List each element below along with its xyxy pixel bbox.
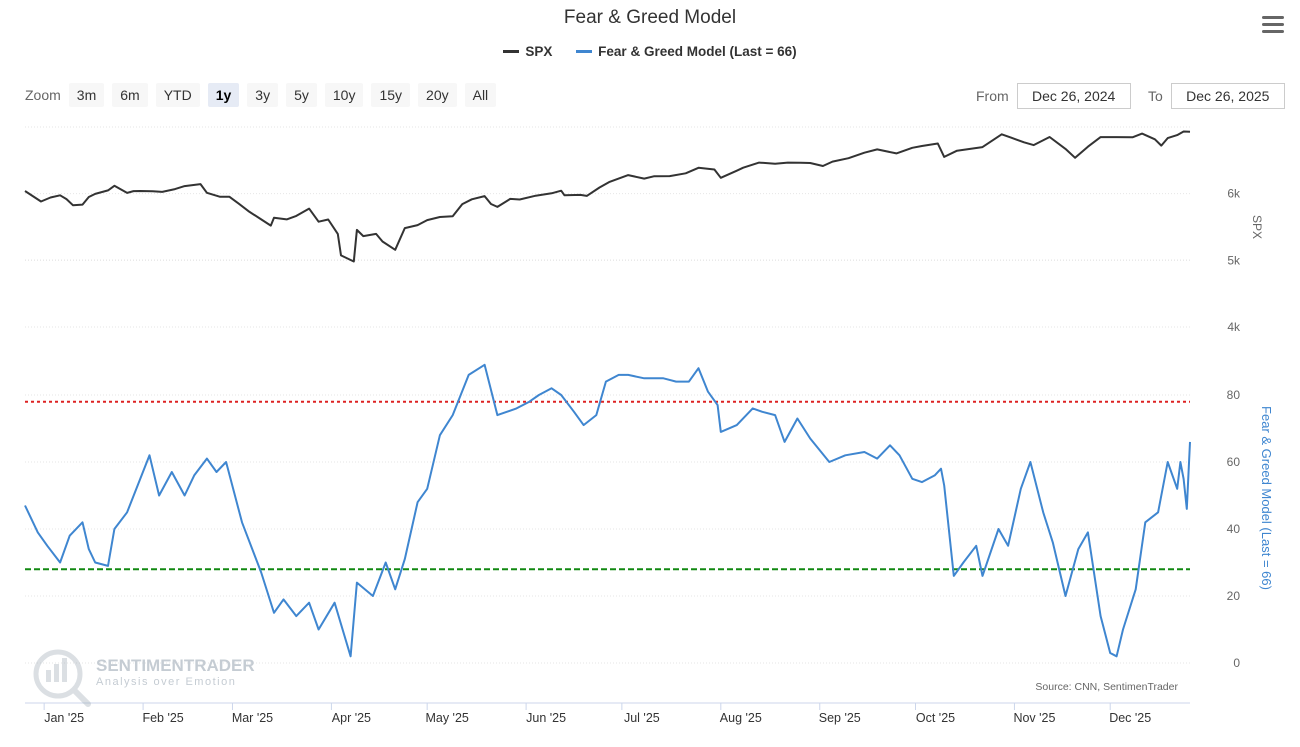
zoom-label: Zoom (25, 87, 61, 103)
x-tick-label: Mar '25 (232, 711, 273, 725)
date-range-to: To Dec 26, 2025 (1148, 83, 1285, 109)
zoom-6m-button[interactable]: 6m (112, 83, 148, 107)
series-lines (24, 130, 1191, 658)
reference-lines (25, 400, 1190, 571)
x-tick-label: Apr '25 (332, 711, 371, 725)
zoom-3m-button[interactable]: 3m (68, 83, 105, 107)
source-note: Source: CNN, SentimenTrader (1035, 681, 1178, 693)
to-label: To (1148, 88, 1163, 104)
watermark-name: SENTIMENTRADER (96, 656, 255, 675)
spx-tick-label: 6k (1227, 187, 1241, 201)
x-tick-label: Aug '25 (720, 711, 762, 725)
x-tick-label: Dec '25 (1109, 711, 1151, 725)
zoom-10y-button[interactable]: 10y (324, 83, 364, 107)
legend: SPX Fear & Greed Model (Last = 66) (0, 44, 1300, 59)
fg-tick-label: 0 (1233, 656, 1240, 670)
zoom-3y-button[interactable]: 3y (247, 83, 279, 107)
x-tick-label: Jun '25 (526, 711, 566, 725)
from-label: From (976, 88, 1009, 104)
spx-tick-label: 5k (1227, 253, 1241, 267)
zoom-15y-button[interactable]: 15y (371, 83, 411, 107)
x-tick-label: Nov '25 (1013, 711, 1055, 725)
hamburger-menu-icon[interactable] (1262, 16, 1284, 34)
legend-label-fear-greed: Fear & Greed Model (Last = 66) (598, 44, 797, 59)
spx-axis-title: SPX (1250, 215, 1264, 239)
legend-item-spx[interactable]: SPX (503, 44, 552, 59)
legend-item-fear-greed[interactable]: Fear & Greed Model (Last = 66) (576, 44, 797, 59)
zoom-20y-button[interactable]: 20y (418, 83, 457, 107)
legend-label-spx: SPX (525, 44, 553, 59)
zoom-all-button[interactable]: All (464, 83, 497, 107)
spx-series-line (24, 130, 1191, 263)
zoom-5y-button[interactable]: 5y (286, 83, 317, 107)
x-tick-label: Jul '25 (624, 711, 660, 725)
from-date-input[interactable]: Dec 26, 2024 (1016, 83, 1131, 109)
fear-greed-series-line (24, 363, 1191, 658)
spx-tick-label: 4k (1227, 320, 1241, 334)
x-tick-label: May '25 (425, 711, 468, 725)
axes: 4k 5k 6k 0 20 40 60 80 SPX Fear & Greed Model (La… (25, 187, 1274, 725)
legend-swatch-spx (503, 49, 520, 53)
watermark-tagline: Analysis over Emotion (96, 676, 236, 688)
x-tick-label: Sep '25 (819, 711, 861, 725)
gridlines (25, 126, 1190, 664)
x-tick-label: Oct '25 (916, 711, 955, 725)
zoom-toolbar: Zoom 3m 6m YTD 1y 3y 5y 10y 15y 20y All (25, 83, 504, 107)
legend-swatch-fear-greed (576, 49, 593, 53)
fg-axis-title: Fear & Greed Model (Last = 66) (1259, 406, 1274, 590)
x-tick-label: Feb '25 (142, 711, 183, 725)
zoom-1y-button[interactable]: 1y (207, 83, 240, 107)
chart-title: Fear & Greed Model (563, 7, 737, 28)
watermark-logo (33, 649, 91, 707)
zoom-ytd-button[interactable]: YTD (155, 83, 200, 107)
to-date-input[interactable]: Dec 26, 2025 (1170, 83, 1285, 109)
fg-tick-label: 60 (1227, 455, 1241, 469)
fg-tick-label: 40 (1227, 522, 1241, 536)
fg-tick-label: 80 (1227, 388, 1241, 402)
fg-tick-label: 20 (1227, 589, 1241, 603)
date-range-from: From Dec 26, 2024 (976, 83, 1131, 109)
x-tick-label: Jan '25 (44, 711, 84, 725)
